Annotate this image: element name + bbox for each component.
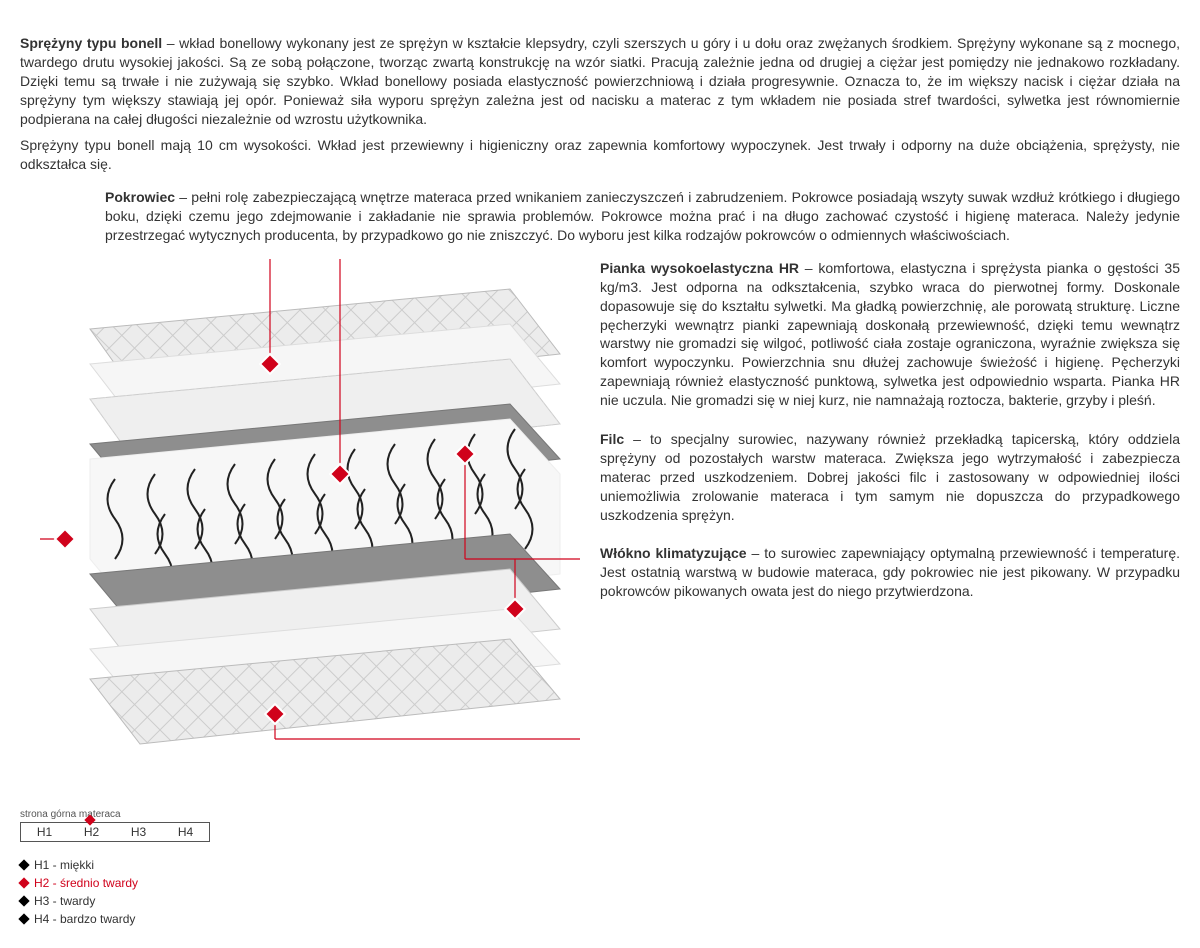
legend-item-h4-label: H4 - bardzo twardy <box>34 910 135 928</box>
legend-list: H1 - miękki H2 - średnio twardy H3 - twa… <box>20 856 1180 928</box>
legend-cell-h3: H3 <box>115 823 162 841</box>
pokrowiec-body: – pełni rolę zabezpieczającą wnętrze mat… <box>105 189 1180 243</box>
legend-item-h3: H3 - twardy <box>20 892 1180 910</box>
sprezyny-p1: Sprężyny typu bonell – wkład bonellowy w… <box>20 34 1180 128</box>
legend-item-h1: H1 - miękki <box>20 856 1180 874</box>
section-pokrowiec: Pokrowiec – pełni rolę zabezpieczającą w… <box>20 188 1180 245</box>
filc-body: – to specjalny surowiec, nazywany równie… <box>600 431 1180 523</box>
main-row: Pianka wysokoelastyczna HR – komfortowa,… <box>20 259 1180 779</box>
legend-scale: H1 H2 H3 H4 <box>20 822 210 842</box>
sprezyny-p2: Sprężyny typu bonell mają 10 cm wysokośc… <box>20 136 1180 174</box>
firmness-legend: strona górna materaca H1 H2 H3 H4 H1 - m… <box>20 809 1180 928</box>
section-filc: Filc – to specjalny surowiec, nazywany r… <box>600 430 1180 524</box>
legend-item-h1-label: H1 - miękki <box>34 856 94 874</box>
sprezyny-body1: – wkład bonellowy wykonany jest ze spręż… <box>20 35 1180 127</box>
diagram-svg <box>20 259 580 779</box>
legend-item-h3-label: H3 - twardy <box>34 892 95 910</box>
section-sprezyny: Sprężyny typu bonell – wkład bonellowy w… <box>20 34 1180 174</box>
pokrowiec-title: Pokrowiec <box>105 189 175 205</box>
section-pianka: Pianka wysokoelastyczna HR – komfortowa,… <box>600 259 1180 410</box>
legend-cell-h2: H2 <box>68 823 115 841</box>
pokrowiec-p: Pokrowiec – pełni rolę zabezpieczającą w… <box>105 188 1180 245</box>
legend-title: strona górna materaca <box>20 809 1180 820</box>
legend-cell-h4: H4 <box>162 823 209 841</box>
wlokno-title: Włókno klimatyzujące <box>600 545 747 561</box>
mattress-diagram <box>20 259 580 779</box>
legend-item-h2: H2 - średnio twardy <box>20 874 1180 892</box>
legend-item-h2-label: H2 - średnio twardy <box>34 874 138 892</box>
sprezyny-title: Sprężyny typu bonell <box>20 35 162 51</box>
section-wlokno: Włókno klimatyzujące – to surowiec zapew… <box>600 544 1180 601</box>
diamond-icon <box>18 859 29 870</box>
diamond-icon <box>18 877 29 888</box>
pianka-title: Pianka wysokoelastyczna HR <box>600 260 799 276</box>
legend-cell-h1: H1 <box>21 823 68 841</box>
legend-item-h4: H4 - bardzo twardy <box>20 910 1180 928</box>
diamond-icon <box>18 895 29 906</box>
right-text-column: Pianka wysokoelastyczna HR – komfortowa,… <box>600 259 1180 779</box>
diagram-column <box>20 259 580 779</box>
filc-title: Filc <box>600 431 624 447</box>
diamond-icon <box>18 913 29 924</box>
pianka-body: – komfortowa, elastyczna i sprężysta pia… <box>600 260 1180 408</box>
